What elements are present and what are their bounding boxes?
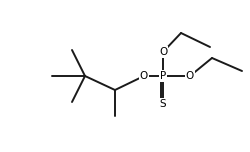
Text: O: O bbox=[159, 47, 167, 57]
Text: O: O bbox=[140, 71, 148, 81]
Text: S: S bbox=[160, 99, 166, 109]
Text: O: O bbox=[186, 71, 194, 81]
Text: P: P bbox=[160, 71, 166, 81]
